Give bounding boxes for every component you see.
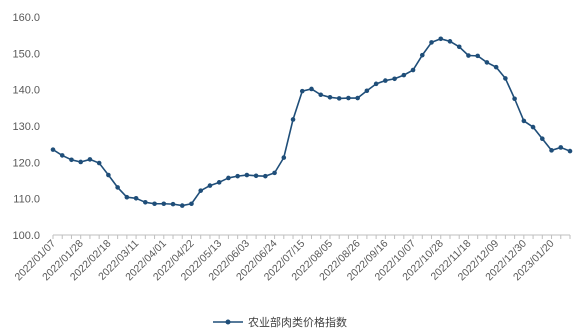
legend-label: 农业部肉类价格指数 [248,315,347,329]
data-point [392,76,397,82]
data-point [438,36,444,42]
data-point [263,173,268,179]
data-point [152,201,157,207]
data-point [50,147,56,152]
y-tick-label: 130.0 [12,121,40,133]
y-tick-label: 140.0 [12,85,40,97]
data-point [272,170,277,176]
data-point [493,64,499,70]
data-point [327,94,333,100]
data-point [383,78,388,83]
data-point [484,60,490,65]
x-axis [52,234,571,239]
data-point [96,160,102,166]
y-axis-ticks: 100.0 110.0 120.0 130.0 140.0 150.0 160.0 [12,12,40,242]
data-point [355,95,360,101]
data-point [512,96,517,102]
data-point [521,118,527,124]
data-point [226,175,231,181]
data-point [475,53,480,59]
data-point [429,40,434,45]
data-point [364,88,370,94]
data-point [133,196,139,201]
data-point [336,96,342,101]
data-point [530,124,536,130]
y-tick-label: 120.0 [12,157,40,169]
data-point [69,157,74,163]
legend: 农业部肉类价格指数 [213,315,347,329]
data-point [540,136,545,142]
data-point [401,72,407,78]
data-point [410,67,416,73]
data-point [503,76,508,81]
data-point [346,95,351,101]
data-point [106,172,111,178]
x-axis-ticks: 2022/01/072022/01/282022/02/182022/03/11… [12,238,556,284]
data-point [207,183,213,188]
data-point [179,203,185,208]
data-point [216,180,222,185]
data-point [447,39,453,44]
data-point [124,194,130,200]
data-point [115,185,120,190]
data-point [253,173,259,179]
data-point [456,44,462,50]
data-point [78,159,83,165]
legend-marker [225,319,231,325]
data-point [235,173,240,179]
data-point [318,92,324,98]
data-point [373,81,379,87]
data-point [170,201,176,207]
data-point [244,172,250,178]
series-line [52,37,571,207]
y-tick-label: 150.0 [12,48,40,60]
data-point [198,188,204,193]
data-point [290,117,296,122]
y-tick-label: 110.0 [13,194,40,206]
data-point [466,53,471,58]
data-point [309,86,314,92]
data-point [549,148,554,153]
data-point [281,155,287,160]
y-tick-label: 160.0 [12,12,40,24]
data-point [299,88,305,94]
series-layer [50,36,573,208]
data-point [161,201,167,207]
data-point [558,145,564,150]
data-point [189,201,194,207]
data-point [87,157,93,162]
data-point [59,153,65,158]
data-point [419,52,425,58]
y-tick-label: 100.0 [12,230,40,242]
data-point [567,148,573,154]
data-point [143,200,148,205]
